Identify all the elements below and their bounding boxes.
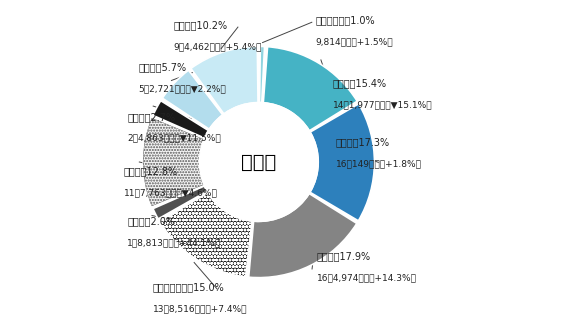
Text: 16億149万円（+1.8%）: 16億149万円（+1.8%）: [336, 159, 422, 168]
Wedge shape: [143, 118, 204, 206]
Text: 1儈8,813万円（+44.1%）: 1儈8,813万円（+44.1%）: [127, 238, 221, 247]
Wedge shape: [249, 193, 357, 278]
Wedge shape: [259, 46, 265, 103]
Wedge shape: [162, 70, 222, 129]
Text: 13儈8,516万円（+7.4%）: 13儈8,516万円（+7.4%）: [153, 304, 248, 313]
Wedge shape: [310, 104, 374, 221]
Wedge shape: [160, 192, 252, 277]
Text: 議会費ほか　1.0%: 議会費ほか 1.0%: [315, 16, 374, 26]
Text: 教育費　5.7%: 教育費 5.7%: [138, 62, 187, 72]
Wedge shape: [153, 101, 208, 138]
Text: 農林水産業費　15.0%: 農林水産業費 15.0%: [153, 282, 225, 292]
Text: 総務費　15.4%: 総務費 15.4%: [333, 78, 387, 88]
Circle shape: [199, 103, 318, 221]
Text: 14億1,977万円（▼15.1%）: 14億1,977万円（▼15.1%）: [333, 100, 432, 109]
Wedge shape: [153, 186, 207, 219]
Text: 5儈2,721万円（▼2.2%）: 5儈2,721万円（▼2.2%）: [138, 84, 226, 93]
Text: 16儈4,974万円（+14.3%）: 16儈4,974万円（+14.3%）: [316, 273, 417, 283]
Text: 衛生費　17.9%: 衛生費 17.9%: [316, 251, 371, 261]
Text: 9儈4,462万円（+5.4%）: 9儈4,462万円（+5.4%）: [174, 42, 262, 51]
Text: 歳　出: 歳 出: [241, 153, 277, 171]
Text: 公債費　10.2%: 公債費 10.2%: [174, 20, 228, 30]
Text: 民生費　17.3%: 民生費 17.3%: [336, 138, 390, 147]
Text: 11儈7,763万円（▼4.6%）: 11儈7,763万円（▼4.6%）: [124, 188, 218, 197]
Wedge shape: [191, 46, 258, 114]
Text: 9,814万円（+1.5%）: 9,814万円（+1.5%）: [315, 37, 393, 46]
Wedge shape: [263, 47, 357, 131]
Text: 土木費　12.8%: 土木費 12.8%: [124, 167, 178, 177]
Text: 商工費　2.0%: 商工費 2.0%: [127, 216, 175, 226]
Text: 消防費　2.7%: 消防費 2.7%: [127, 112, 175, 122]
Text: 2儈4,863万円（▼11.5%）: 2儈4,863万円（▼11.5%）: [127, 134, 221, 143]
